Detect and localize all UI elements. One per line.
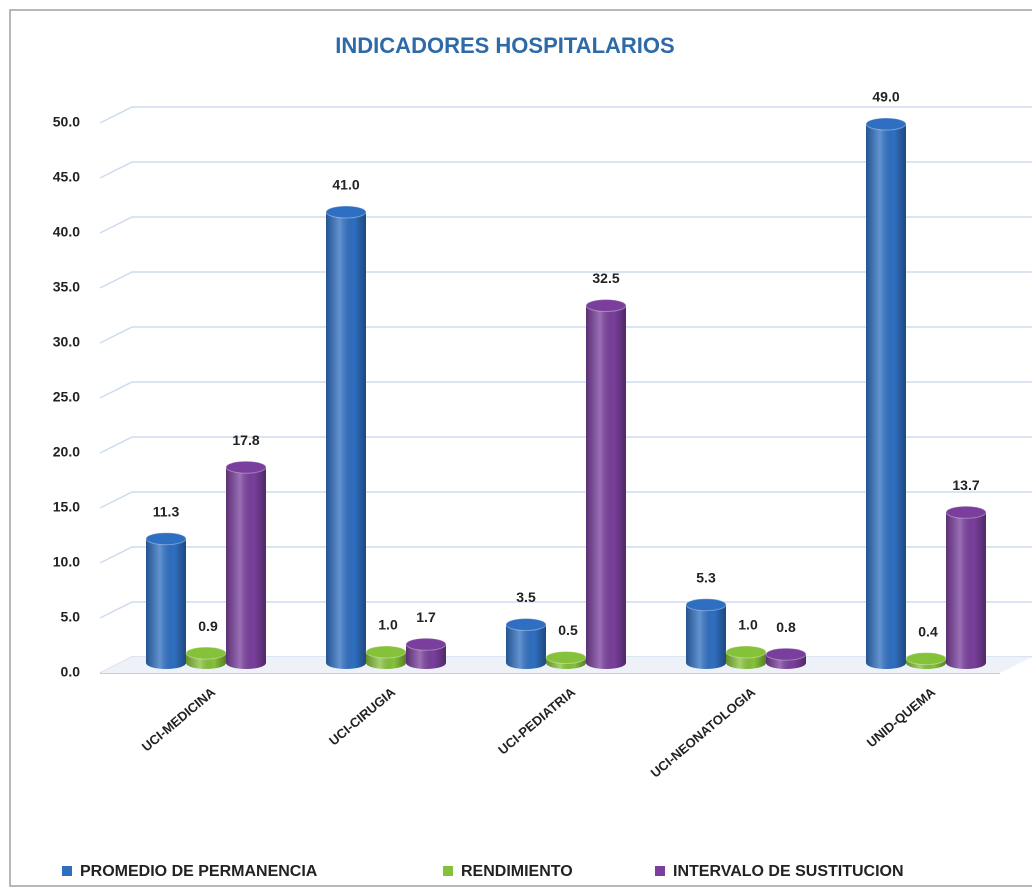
bar-top bbox=[365, 645, 407, 659]
bar-top bbox=[145, 532, 187, 546]
data-label: 0.9 bbox=[198, 618, 218, 634]
data-label: 0.4 bbox=[918, 623, 938, 639]
grid-line bbox=[99, 381, 1032, 399]
data-label: 11.3 bbox=[153, 503, 180, 519]
y-tick-label: 10.0 bbox=[53, 554, 80, 570]
y-tick-label: 15.0 bbox=[53, 499, 80, 515]
bar-top bbox=[505, 618, 547, 631]
data-label: 0.5 bbox=[558, 622, 578, 638]
legend-label: RENDIMIENTO bbox=[461, 863, 573, 880]
bar-shade bbox=[946, 512, 986, 669]
bar-top bbox=[945, 505, 987, 519]
grid-line bbox=[99, 326, 1032, 344]
bar-shade bbox=[506, 624, 546, 669]
grid-line bbox=[99, 546, 1032, 564]
data-label: 17.8 bbox=[232, 432, 259, 448]
grid-line bbox=[99, 601, 1032, 619]
bar-shade bbox=[586, 305, 626, 669]
data-label: 13.7 bbox=[952, 477, 979, 493]
data-label: 3.5 bbox=[516, 589, 536, 605]
grid-line bbox=[99, 216, 1032, 234]
legend-label: PROMEDIO DE PERMANENCIA bbox=[80, 863, 318, 880]
y-tick-label: 30.0 bbox=[53, 334, 80, 350]
chart-title: INDICADORES HOSPITALARIOS bbox=[335, 33, 674, 58]
bar-top bbox=[325, 205, 367, 219]
bar-shade bbox=[406, 644, 446, 669]
bar-top bbox=[405, 637, 447, 651]
data-label: 49.0 bbox=[872, 89, 899, 105]
data-label: 5.3 bbox=[696, 569, 716, 585]
y-tick-label: 50.0 bbox=[53, 114, 80, 130]
data-label: 0.8 bbox=[776, 619, 796, 635]
y-tick-label: 25.0 bbox=[53, 389, 80, 405]
bar-top bbox=[225, 460, 267, 474]
data-label: 32.5 bbox=[592, 270, 619, 286]
bar-shade bbox=[146, 538, 186, 669]
bar-top bbox=[545, 651, 587, 664]
bar-shade bbox=[226, 467, 266, 669]
data-label: 1.0 bbox=[378, 617, 398, 633]
grid-line bbox=[99, 271, 1032, 289]
legend-swatch bbox=[443, 866, 453, 876]
bar-top bbox=[765, 647, 807, 661]
bar-top bbox=[685, 598, 727, 612]
bar-shade bbox=[686, 604, 726, 669]
y-tick-label: 35.0 bbox=[53, 279, 80, 295]
legend-label: INTERVALO DE SUSTITUCION bbox=[673, 863, 904, 880]
grid-line bbox=[99, 436, 1032, 454]
y-tick-label: 0.0 bbox=[61, 664, 81, 680]
bar-top bbox=[585, 299, 627, 312]
grid-line bbox=[99, 491, 1032, 509]
data-label: 1.7 bbox=[416, 609, 436, 625]
bar-top bbox=[725, 645, 767, 659]
bar-top bbox=[865, 117, 907, 131]
bar-shade bbox=[326, 212, 366, 669]
bar-top bbox=[905, 652, 947, 666]
grid-line bbox=[99, 161, 1032, 179]
legend-swatch bbox=[655, 866, 665, 876]
data-label: 1.0 bbox=[738, 617, 758, 633]
grid-line bbox=[99, 106, 1032, 124]
bar-top bbox=[185, 646, 227, 660]
y-tick-label: 40.0 bbox=[53, 224, 80, 240]
y-tick-label: 45.0 bbox=[53, 169, 80, 185]
bar-shade bbox=[866, 124, 906, 669]
y-tick-label: 5.0 bbox=[61, 609, 81, 625]
frame bbox=[9, 9, 1032, 887]
legend-swatch bbox=[62, 866, 72, 876]
y-tick-label: 20.0 bbox=[53, 444, 80, 460]
data-label: 41.0 bbox=[332, 177, 359, 193]
